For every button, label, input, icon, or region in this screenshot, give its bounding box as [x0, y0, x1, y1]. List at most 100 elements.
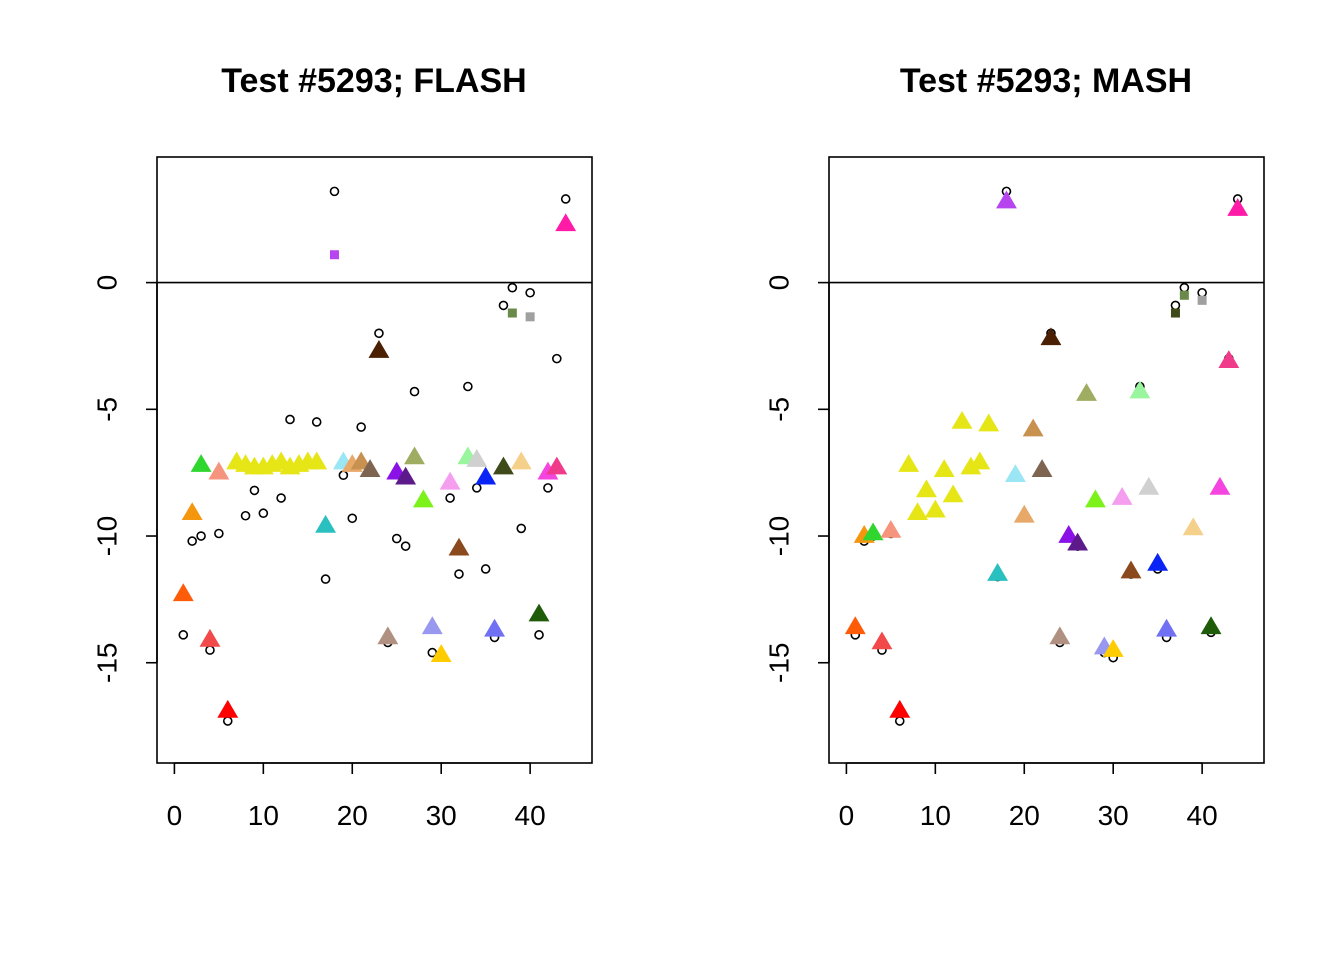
triangle-point [306, 451, 328, 470]
triangle-point [1102, 639, 1124, 657]
open-circle-point [347, 513, 358, 524]
triangle-point [199, 628, 221, 647]
triangle-point [555, 213, 577, 232]
triangle-point [172, 583, 194, 602]
x-tick-label: 40 [515, 800, 546, 831]
triangle-point [951, 410, 973, 429]
open-circle-point [1179, 282, 1190, 293]
triangle-point [1227, 198, 1249, 216]
triangle-point [528, 603, 550, 622]
triangle-point [1182, 517, 1204, 536]
chart-title: Test #5293; FLASH [221, 62, 526, 100]
data-points [172, 186, 577, 726]
triangle-point [466, 449, 488, 467]
triangle-point [987, 563, 1009, 581]
open-circle-point [205, 645, 215, 655]
open-circle-point [507, 282, 518, 293]
mash-panel: Test #5293; MASH 0 10 20 30 40 0 -5 -10 -15 [763, 62, 1265, 831]
chart-title: Test #5293; MASH [900, 62, 1192, 100]
square-point [1170, 308, 1180, 318]
x-tick-label: 0 [167, 800, 183, 831]
triangle-point [889, 699, 911, 718]
triangle-point [1013, 504, 1035, 523]
open-circle-point [560, 194, 571, 204]
y-tick-label: -10 [763, 516, 794, 556]
triangle-point [208, 461, 230, 480]
triangle-point [475, 466, 497, 485]
triangle-point [898, 454, 920, 472]
x-tick-label: 30 [426, 800, 457, 831]
open-circle-point [552, 353, 562, 364]
x-tick-label: 0 [839, 800, 855, 831]
y-tick-label: 0 [763, 275, 794, 291]
triangle-point [996, 190, 1017, 209]
triangle-point [1040, 327, 1062, 346]
x-tick-label: 20 [1009, 800, 1040, 831]
open-circle-point [525, 287, 535, 298]
square-point [525, 312, 535, 322]
open-circle-point [320, 574, 331, 584]
open-circle-point [498, 300, 509, 311]
triangle-point [421, 616, 443, 635]
triangle-point [395, 466, 417, 485]
triangle-point [862, 522, 884, 541]
open-circle-point [894, 716, 905, 726]
y-tick-label: -15 [91, 643, 122, 683]
y-axis: 0 -5 -10 -15 [91, 275, 158, 683]
square-point [329, 250, 339, 260]
triangle-point [880, 519, 902, 538]
x-tick-label: 20 [337, 800, 368, 831]
square-point [1179, 290, 1189, 300]
y-axis: 0 -5 -10 -15 [763, 275, 830, 683]
open-circle-point [480, 564, 491, 574]
x-axis: 0 10 20 30 40 [167, 762, 546, 831]
triangle-point [350, 451, 372, 470]
y-tick-label: 0 [91, 275, 122, 291]
triangle-point [1058, 525, 1080, 543]
open-circle-point [258, 508, 269, 519]
open-circle-point [463, 381, 473, 392]
open-circle-point [240, 510, 251, 521]
triangle-point [1111, 487, 1133, 505]
triangle-point [1076, 383, 1097, 401]
triangle-point [430, 644, 452, 662]
y-tick-label: -5 [91, 397, 122, 422]
open-circle-point [1197, 287, 1207, 298]
triangle-point [1147, 552, 1169, 571]
open-circle-point [338, 470, 349, 481]
triangle-point [537, 461, 559, 480]
y-tick-label: -15 [763, 643, 794, 683]
y-tick-label: -10 [91, 516, 122, 556]
triangle-point [871, 631, 893, 650]
open-circle-point [356, 422, 366, 432]
plot-frame [828, 156, 1265, 764]
triangle-point [1156, 618, 1178, 637]
x-tick-label: 30 [1098, 800, 1129, 831]
triangle-point [978, 413, 1000, 432]
triangle-point [448, 537, 470, 556]
triangle-point [546, 456, 568, 475]
triangle-point [1084, 489, 1106, 508]
y-tick-label: -5 [763, 397, 794, 422]
triangle-point [907, 502, 928, 521]
x-axis: 0 10 20 30 40 [839, 762, 1218, 831]
triangle-point [844, 616, 866, 635]
triangle-point [181, 502, 203, 521]
open-circle-point [543, 483, 553, 493]
triangle-point [315, 514, 337, 533]
triangle-point [377, 626, 399, 645]
open-circle-point [454, 569, 464, 579]
open-circle-point [391, 533, 402, 544]
open-circle-point [178, 630, 189, 640]
triangle-point [1200, 616, 1222, 635]
open-circle-point [1170, 300, 1181, 311]
x-tick-label: 10 [920, 800, 951, 831]
open-circle-point [285, 414, 295, 425]
triangle-point [1022, 418, 1044, 437]
triangle-point [439, 471, 461, 490]
triangle-point [924, 499, 946, 518]
open-circle-point [196, 531, 206, 541]
triangle-point [1129, 380, 1151, 399]
triangle-point [942, 484, 964, 503]
